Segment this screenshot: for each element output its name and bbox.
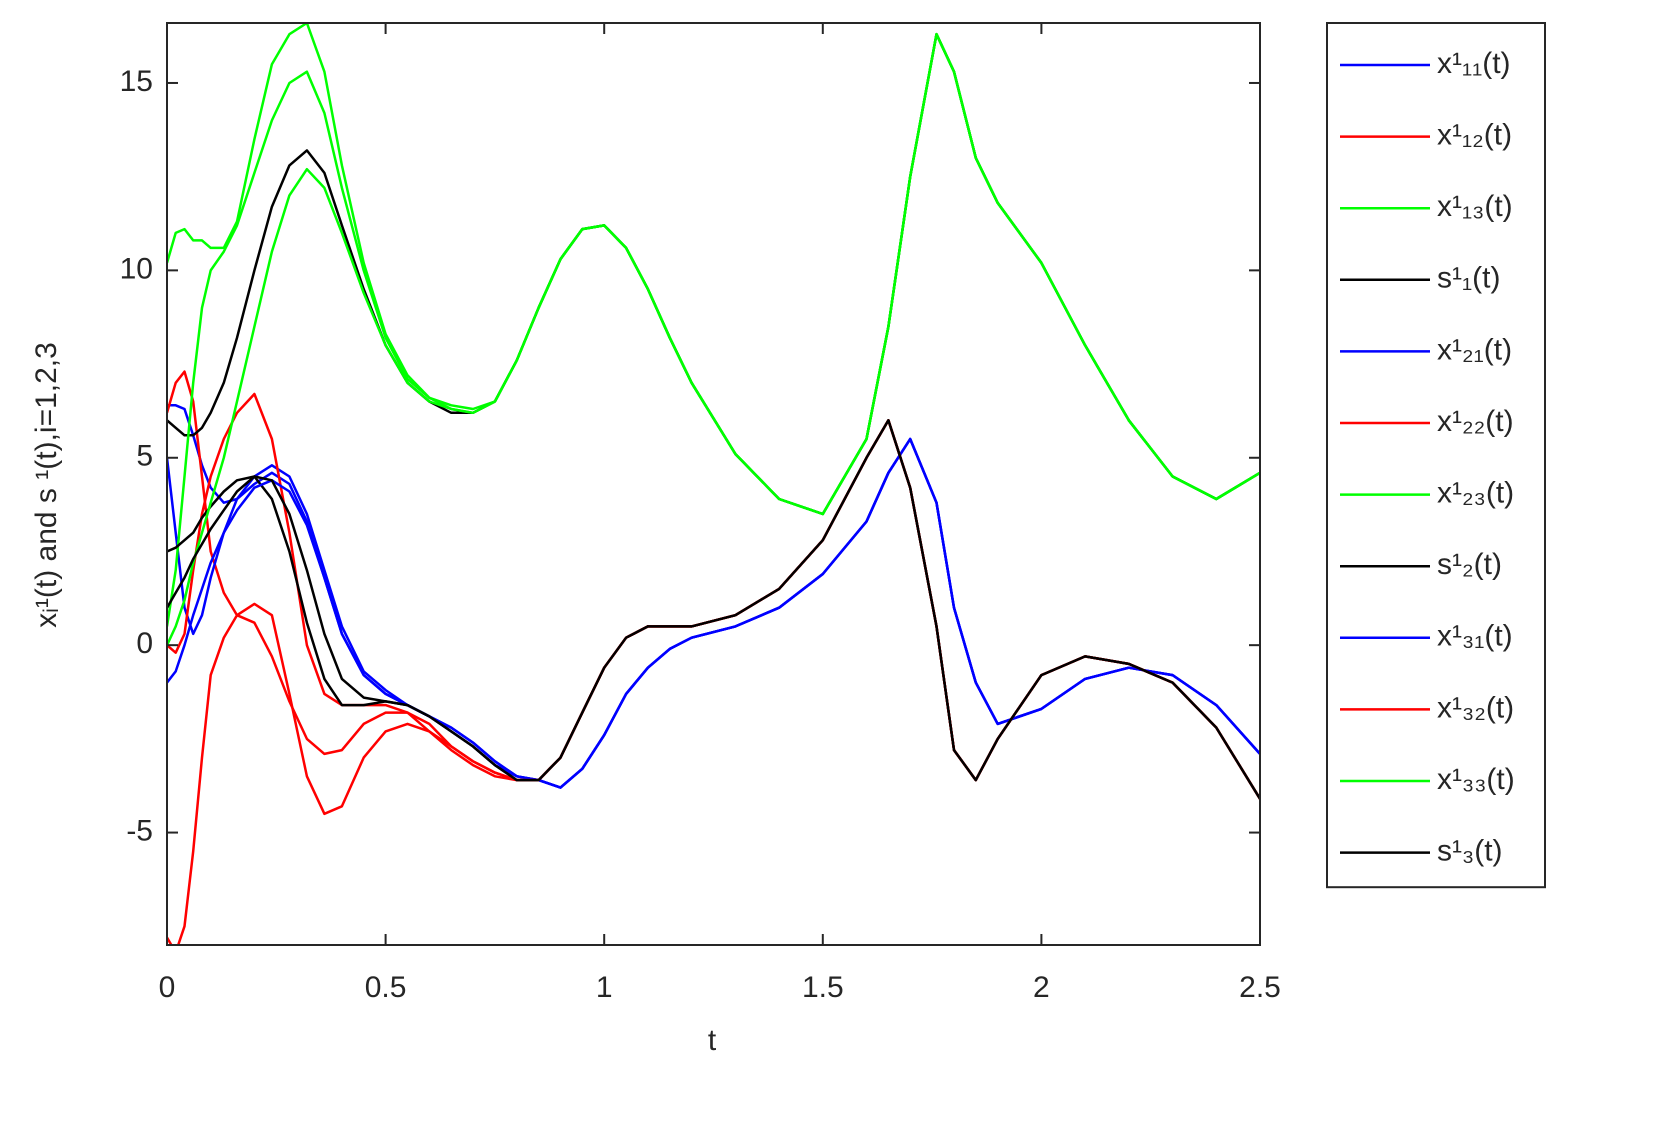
x-tick-label: 0.5 [365,971,407,1004]
x-tick-label: 1 [596,971,613,1004]
y-tick-label: 15 [120,65,153,98]
legend-box [1326,22,1546,889]
series-line [167,32,1260,646]
legend-label: s¹₁(t) [1437,262,1500,295]
legend-label: x¹₂₁(t) [1437,333,1512,366]
legend-label: s¹₃(t) [1437,835,1503,868]
series-line [167,437,1260,789]
legend-label: x¹₂₃(t) [1437,477,1514,510]
y-axis-label: xᵢ¹(t) and s ¹(t),i=1,2,3 [30,342,63,628]
legend-label: x¹₁₃(t) [1437,190,1513,223]
legend-label: x¹₃₂(t) [1437,691,1514,724]
x-tick-label: 1.5 [802,971,844,1004]
legend-label: x¹₁₂(t) [1437,119,1512,152]
legend-label: x¹₃₁(t) [1437,620,1513,653]
series-line [167,419,1260,800]
y-tick-label: 5 [136,440,153,473]
legend-label: x¹₃₃(t) [1437,763,1515,796]
y-tick-label: 10 [120,252,153,285]
x-tick-label: 2.5 [1239,971,1281,1004]
x-tick-label: 0 [159,971,176,1004]
legend-label: x¹₁₁(t) [1437,47,1511,80]
y-tick-label: 0 [136,627,153,660]
x-axis-label: t [708,1024,717,1057]
y-tick-label: -5 [126,814,153,847]
plot-area [167,23,1260,945]
axes-box [166,22,1261,946]
legend-label: s¹₂(t) [1437,548,1502,581]
x-tick-label: 2 [1033,971,1050,1004]
legend-label: x¹₂₂(t) [1437,405,1514,438]
